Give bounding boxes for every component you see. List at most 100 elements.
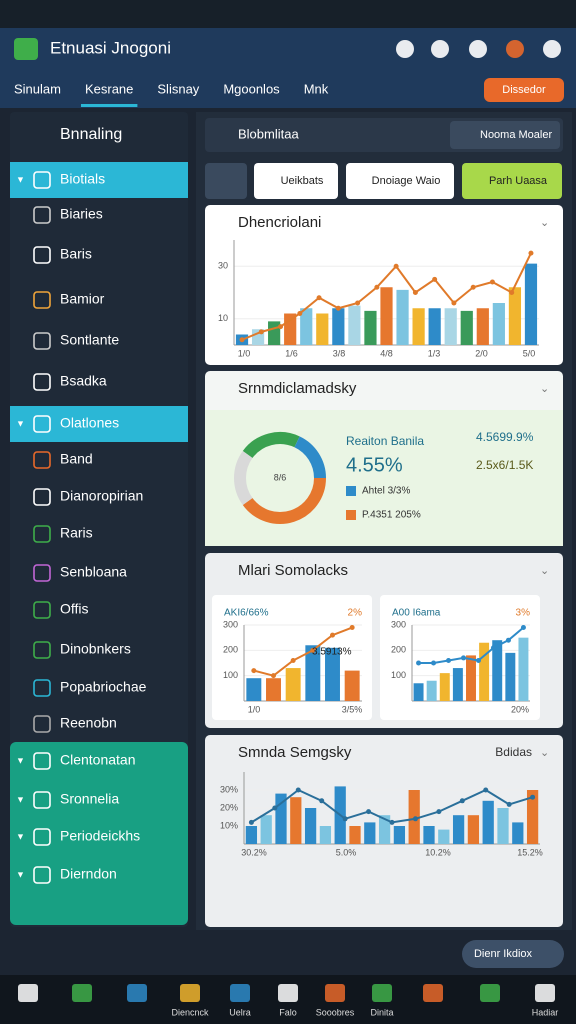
taskbar-icon[interactable] [72,984,92,1002]
sidebar-item[interactable]: Sontlante [60,332,119,348]
sidebar-item[interactable]: Dierndon [60,866,117,882]
bar [452,668,463,701]
expand-arrow: ▼ [16,755,25,765]
toolbar-button[interactable] [346,163,454,199]
x-tick-label: 2/0 [475,348,488,358]
stat: 4.5699.9% [476,430,534,444]
bar [344,670,360,701]
taskbar-label[interactable]: Dinita [370,1007,393,1017]
taskbar-icon[interactable] [480,984,500,1002]
trend-point [416,660,422,666]
trend-point [412,290,418,295]
trend-point [271,673,276,679]
taskbar-icon[interactable] [325,984,345,1002]
sidebar-item[interactable]: Biaries [60,206,103,222]
mini-title: AKI6/66% [224,608,269,619]
mini-note: 3.5913% [312,647,352,658]
trend-line [241,252,532,341]
tab[interactable]: Kesrane [85,81,133,96]
header-icon[interactable] [431,40,449,58]
sidebar-icon [33,415,51,433]
expand-arrow: ▼ [16,831,25,841]
header-icon[interactable] [543,40,561,58]
expand-arrow: ▼ [16,794,25,804]
sidebar-item[interactable]: Popabriochae [60,679,147,695]
trend-point [278,324,284,330]
tab[interactable]: Sinulam [14,81,61,96]
header-icon[interactable] [506,40,524,58]
toolbar-button[interactable] [254,163,338,199]
sidebar-item[interactable]: Raris [60,525,93,541]
tab[interactable]: Mnk [304,81,329,96]
footer-button[interactable] [462,940,564,968]
sidebar-item[interactable]: Dianoropirian [60,488,143,504]
x-tick-label: 1/6 [285,348,298,358]
trend-point [295,787,301,793]
tab[interactable]: Slisnay [157,81,199,96]
donut-segment [242,432,300,459]
sidebar-item[interactable]: Dinobnkers [60,641,131,657]
trend-point [451,300,457,306]
footer-button-label[interactable]: Dienr Ikdiox [474,948,533,960]
sidebar-item-active [10,406,188,442]
bar [396,289,409,345]
sidebar-icon [33,679,51,697]
taskbar-icon[interactable] [180,984,200,1002]
bar [526,790,539,844]
toolbar-button[interactable] [462,163,562,199]
y-tick-label: 10 [218,313,228,323]
sidebar-icon [33,373,51,391]
sidebar-item[interactable]: Clentonatan [60,752,136,768]
x-tick-label: 1/0 [248,704,261,714]
taskbar-icon[interactable] [18,984,38,1002]
taskbar-icon[interactable] [230,984,250,1002]
sidebar-icon [33,715,51,733]
sidebar-item[interactable]: Baris [60,246,92,262]
taskbar-icon[interactable] [278,984,298,1002]
sidebar-item[interactable]: Bamior [60,291,105,307]
bar [305,645,321,701]
search-button-label[interactable]: Nooma Moaler [480,129,552,141]
bar [285,668,301,701]
search-button[interactable] [450,121,560,149]
header-icon[interactable] [469,40,487,58]
sidebar-item[interactable]: Periodeickhs [60,828,140,844]
action-button[interactable] [484,78,564,102]
title-bar [0,0,576,28]
toolbar-search[interactable] [205,163,247,199]
taskbar-label[interactable]: Falo [279,1007,297,1017]
sidebar-item[interactable]: Olatlones [60,415,119,431]
toolbar-button-label[interactable]: Ueikbats [281,175,324,187]
trend-point [251,668,257,674]
sidebar-icon [33,291,51,309]
taskbar-icon[interactable] [372,984,392,1002]
taskbar-label[interactable]: Sooobres [316,1007,355,1017]
taskbar-icon[interactable] [127,984,147,1002]
toolbar-button-label[interactable]: Dnoiage Waio [372,175,441,187]
taskbar-icon[interactable] [423,984,443,1002]
sidebar-item[interactable]: Biotials [60,171,105,187]
trend-point [459,798,465,804]
bar [518,637,529,701]
sidebar-item[interactable]: Bsadka [60,373,107,389]
sidebar-item[interactable]: Band [60,451,93,467]
taskbar-label[interactable]: Uelra [229,1007,251,1017]
bar [412,308,425,345]
taskbar-label[interactable]: Diencnck [171,1007,209,1017]
tab[interactable]: Mgoonlos [223,81,280,96]
header-icon[interactable] [396,40,414,58]
taskbar-label[interactable]: Hadiar [532,1007,559,1017]
sidebar-item[interactable]: Reenobn [60,715,117,731]
sidebar-item[interactable]: Offis [60,601,89,617]
donut-heading: Reaiton Banila [346,434,424,448]
trend-point [412,816,418,822]
action-button-label[interactable]: Dissedor [502,84,546,96]
app-title: Etnuasi Jnogoni [50,38,171,57]
x-tick-label: 5/0 [523,348,536,358]
taskbar-icon[interactable] [535,984,555,1002]
sidebar-item[interactable]: Senbloana [60,564,127,580]
sidebar-item[interactable]: Sronnelia [60,791,119,807]
legend-swatch [346,510,356,520]
toolbar-button-label[interactable]: Parh Uaasa [489,175,548,187]
card-chevron: ⌄ [540,217,549,229]
